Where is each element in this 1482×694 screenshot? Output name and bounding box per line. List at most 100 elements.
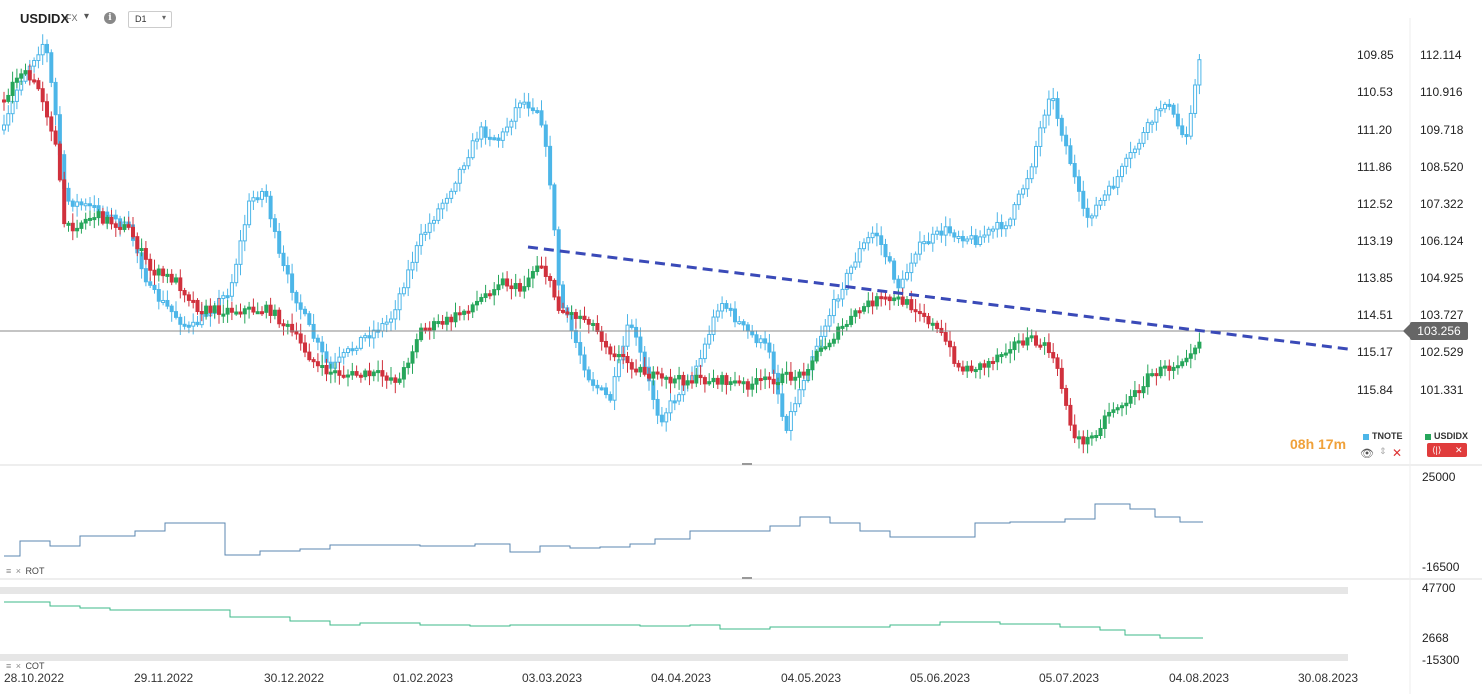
usd-body bbox=[1077, 436, 1081, 440]
tnote-body bbox=[92, 204, 97, 208]
usd-body bbox=[1094, 434, 1099, 438]
usd-body bbox=[92, 217, 97, 221]
usd-body bbox=[720, 375, 725, 385]
menu-icon[interactable]: ≡ bbox=[6, 661, 12, 671]
tnote-body bbox=[526, 101, 531, 109]
usd-body bbox=[930, 322, 935, 326]
usd-body bbox=[492, 289, 497, 296]
usd-body bbox=[814, 350, 819, 362]
tnote-body bbox=[1042, 114, 1047, 129]
tnote-body bbox=[655, 398, 660, 416]
tnote-body bbox=[1120, 165, 1124, 178]
timeframe-select[interactable]: D1 ▾ bbox=[128, 11, 172, 28]
usd-body bbox=[466, 310, 471, 314]
tnote-body bbox=[664, 412, 669, 423]
usd-body bbox=[913, 309, 918, 313]
usd-body bbox=[612, 353, 617, 358]
usd-body bbox=[229, 307, 234, 313]
usd-body bbox=[1197, 341, 1202, 349]
pane-resize-handle[interactable] bbox=[742, 463, 752, 465]
cot-label: COT bbox=[25, 661, 45, 671]
left-scale-tick: 113.85 bbox=[1357, 271, 1393, 285]
usd-body bbox=[702, 377, 707, 385]
usd-body bbox=[1064, 387, 1069, 406]
trendline[interactable] bbox=[527, 245, 1349, 351]
usd-body bbox=[823, 346, 828, 350]
tnote-body bbox=[247, 200, 252, 226]
usd-body bbox=[1025, 337, 1030, 346]
chart-toolbar: USDIDX FX ▾ i D1 ▾ bbox=[0, 0, 1482, 34]
usd-body bbox=[659, 373, 664, 379]
legend-label: TNOTE bbox=[1372, 431, 1403, 441]
usd-body bbox=[883, 296, 888, 300]
updown-icon[interactable]: ⇕ bbox=[1379, 446, 1387, 456]
usd-body bbox=[1107, 411, 1112, 417]
tnote-body bbox=[1098, 200, 1103, 206]
usd-body bbox=[681, 374, 686, 386]
chevron-down-icon[interactable]: ▾ bbox=[84, 11, 90, 22]
eye-icon[interactable]: 👁 bbox=[1360, 448, 1374, 460]
usd-body bbox=[724, 375, 729, 385]
usd-body bbox=[470, 304, 475, 313]
usd-body bbox=[561, 309, 565, 313]
tnote-body bbox=[995, 221, 1000, 230]
tnote-body bbox=[952, 232, 957, 238]
tnote-body bbox=[870, 232, 875, 239]
cot-scale-top: 47700 bbox=[1422, 581, 1456, 595]
usd-body bbox=[849, 315, 854, 325]
tnote-body bbox=[453, 182, 458, 192]
usd-body bbox=[530, 271, 535, 279]
usd-body bbox=[793, 376, 798, 381]
tnote-body bbox=[543, 124, 548, 147]
usd-body bbox=[272, 309, 277, 316]
legend-usdidx[interactable]: USDIDX bbox=[1425, 431, 1468, 441]
tnote-body bbox=[548, 145, 553, 186]
menu-icon[interactable]: ≡ bbox=[6, 566, 12, 576]
tnote-body bbox=[793, 403, 798, 413]
tnote-body bbox=[156, 289, 161, 302]
tnote-body bbox=[720, 303, 725, 312]
usd-body bbox=[358, 374, 363, 378]
usd-body bbox=[500, 278, 505, 286]
tnote-body bbox=[1124, 157, 1129, 167]
legend-tnote[interactable]: TNOTE bbox=[1363, 431, 1403, 441]
tnote-body bbox=[629, 324, 634, 328]
tnote-body bbox=[836, 298, 841, 302]
pane-resize-handle[interactable] bbox=[742, 577, 752, 579]
close-icon[interactable]: ✕ bbox=[1392, 446, 1403, 460]
usd-body bbox=[384, 375, 389, 381]
usd-body bbox=[36, 80, 41, 90]
usd-body bbox=[715, 377, 720, 385]
right-scale-tick: 109.718 bbox=[1420, 123, 1464, 137]
usd-body bbox=[290, 323, 295, 333]
usd-body bbox=[518, 283, 522, 292]
close-icon[interactable]: × bbox=[15, 566, 21, 576]
symbol-name[interactable]: USDIDX bbox=[20, 11, 70, 26]
usd-body bbox=[827, 342, 832, 348]
usd-body bbox=[935, 322, 940, 329]
tnote-body bbox=[367, 335, 372, 339]
cot-bottom-band bbox=[0, 654, 1348, 661]
usd-body bbox=[634, 368, 639, 373]
series-settings-button[interactable]: ⟨|⟩ ✕ bbox=[1427, 443, 1467, 457]
usd-body bbox=[32, 79, 37, 83]
tnote-body bbox=[406, 269, 411, 289]
tnote-body bbox=[728, 307, 733, 311]
usd-body bbox=[165, 273, 170, 277]
usd-body bbox=[264, 304, 269, 313]
close-icon[interactable]: × bbox=[15, 661, 21, 671]
usd-body bbox=[49, 116, 54, 132]
usd-body bbox=[685, 380, 690, 386]
tnote-body bbox=[982, 234, 987, 238]
usd-body bbox=[698, 374, 703, 379]
info-icon[interactable]: i bbox=[104, 12, 116, 24]
usd-body bbox=[999, 354, 1004, 358]
usd-body bbox=[582, 315, 587, 321]
usd-body bbox=[131, 226, 135, 238]
usd-body bbox=[122, 224, 127, 230]
tnote-body bbox=[715, 310, 720, 318]
usd-body bbox=[156, 268, 161, 276]
tnote-body bbox=[586, 369, 591, 381]
tnote-body bbox=[1171, 104, 1176, 115]
